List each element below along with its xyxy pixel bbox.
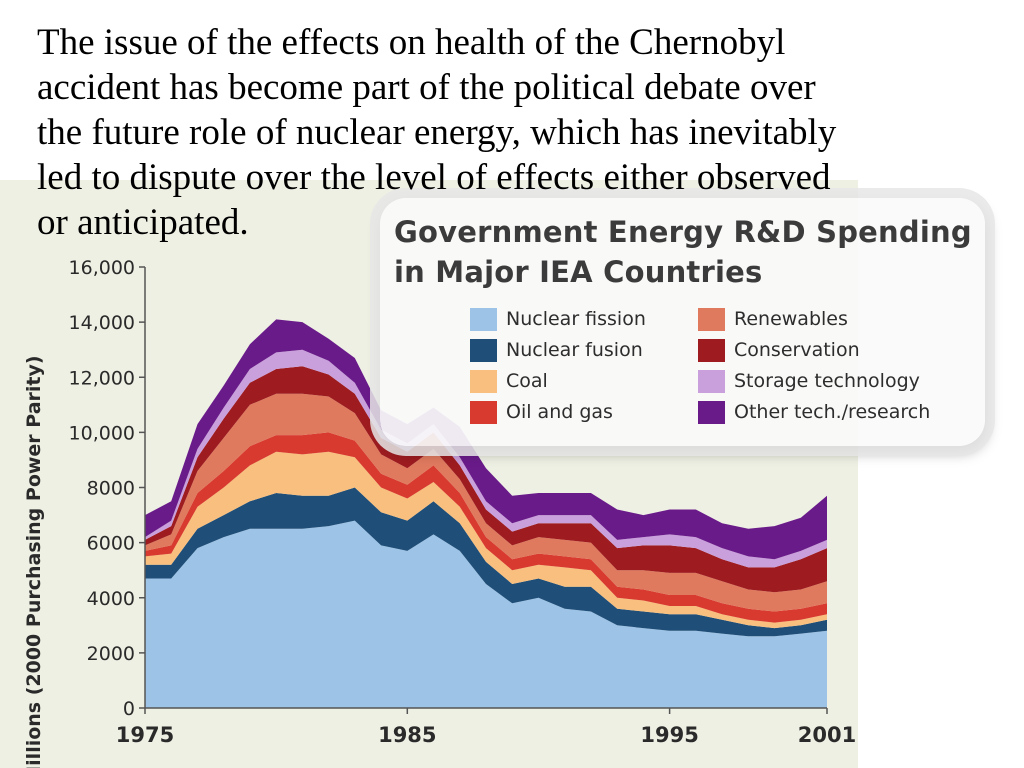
y-tick-label: 14,000 <box>69 312 135 334</box>
y-tick-label: 12,000 <box>69 367 135 389</box>
legend-swatch <box>698 369 725 393</box>
slide-text-line: the future role of nuclear energy, which… <box>37 112 837 153</box>
chart-title-line-1: Government Energy R&D Spending <box>394 215 972 249</box>
legend-label: Storage technology <box>734 370 920 392</box>
x-tick-label: 1985 <box>378 723 436 747</box>
legend-swatch <box>470 307 497 331</box>
legend-swatch <box>698 307 725 331</box>
chart-title: Government Energy R&D Spending in Major … <box>394 212 972 292</box>
legend-label: Oil and gas <box>506 401 613 423</box>
legend-item: Oil and gas <box>470 399 613 425</box>
chart-title-line-2: in Major IEA Countries <box>394 255 763 289</box>
legend-swatch <box>698 338 725 362</box>
y-tick-label: 10,000 <box>69 422 135 444</box>
legend-item: Nuclear fusion <box>470 337 643 363</box>
legend-item: Other tech./research <box>698 399 930 425</box>
stacked-area-chart: 0 2000 4000 6000 8000 10,000 12,000 14,000 16,00… <box>23 257 856 768</box>
slide-text-line: The issue of the effects on health of th… <box>37 22 786 63</box>
series-area-coal <box>145 451 827 629</box>
slide-paragraph: The issue of the effects on health of th… <box>37 20 997 245</box>
y-tick-label: 16,000 <box>69 257 135 279</box>
y-tick-label: 0 <box>123 698 135 720</box>
legend-label: Conservation <box>734 339 860 361</box>
legend-label: Coal <box>506 370 548 392</box>
legend-label: Nuclear fusion <box>506 339 643 361</box>
series-area-conservation <box>145 366 827 593</box>
slide-text-line: or anticipated. <box>37 202 249 243</box>
y-tick-label: 6000 <box>87 533 135 555</box>
plot-layers <box>145 319 827 708</box>
y-tick-label: 2000 <box>87 643 135 665</box>
y-tick-label: 8000 <box>87 478 135 500</box>
x-axis-ticks: 1975 1985 1995 2001 <box>116 707 856 747</box>
legend-item: Nuclear fission <box>470 306 646 332</box>
legend-label: Nuclear fission <box>506 308 646 330</box>
legend-item: Storage technology <box>698 368 920 394</box>
series-area-other-tech-research <box>145 319 827 560</box>
legend-item: Renewables <box>698 306 848 332</box>
series-area-nuclear-fusion <box>145 487 827 637</box>
legend-swatch <box>470 338 497 362</box>
y-axis-label: $ Millions (2000 Purchasing Power Parity… <box>23 355 45 768</box>
legend-swatch <box>470 369 497 393</box>
legend-panel: Government Energy R&D Spending in Major … <box>380 198 985 446</box>
legend-item: Conservation <box>698 337 860 363</box>
x-tick-label: 1975 <box>116 723 174 747</box>
y-tick-label: 4000 <box>87 588 135 610</box>
slide-text-line: led to dispute over the level of effects… <box>37 157 831 198</box>
legend-item: Coal <box>470 368 548 394</box>
slide-text-line: accident has become part of the politica… <box>37 67 816 108</box>
series-area-nuclear-fission <box>145 520 827 708</box>
legend-swatch <box>698 400 725 424</box>
legend-label: Other tech./research <box>734 401 931 423</box>
legend-swatch <box>470 400 497 424</box>
y-axis-ticks: 0 2000 4000 6000 8000 10,000 12,000 14,000 16,00… <box>69 257 146 720</box>
x-tick-label: 2001 <box>798 723 856 747</box>
x-tick-label: 1995 <box>640 723 698 747</box>
legend-label: Renewables <box>734 308 848 330</box>
